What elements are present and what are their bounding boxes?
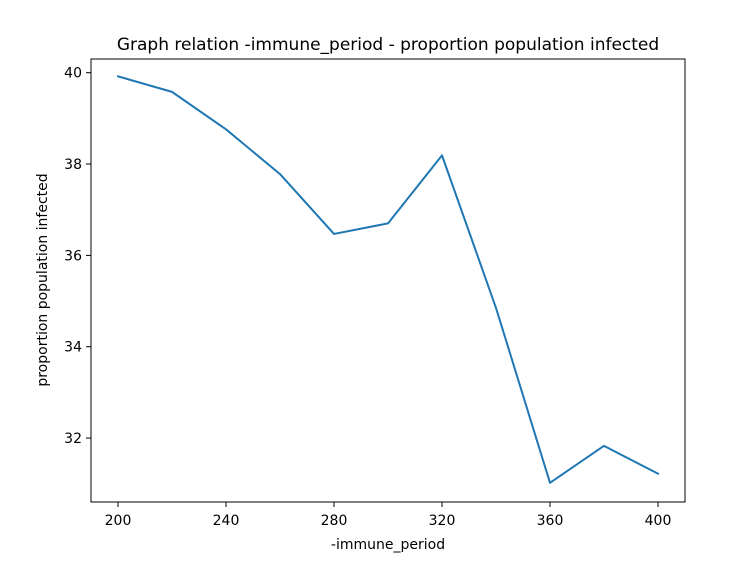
series-line-0	[116, 75, 660, 484]
x-tick-label: 320	[429, 513, 456, 529]
x-tick-label: 360	[537, 513, 564, 529]
x-tick-label: 280	[321, 513, 348, 529]
series-layer	[116, 75, 660, 484]
plot-frame	[90, 58, 686, 503]
y-tick-label: 32	[64, 431, 82, 447]
y-tick-label: 40	[64, 66, 82, 82]
x-tick-label: 240	[213, 513, 240, 529]
x-tick-label: 200	[105, 513, 132, 529]
y-tick-label: 34	[64, 340, 82, 356]
x-axis-label: -immune_period	[331, 537, 445, 553]
y-axis-label: proportion population infected	[35, 173, 51, 386]
y-tick-label: 38	[64, 157, 82, 173]
chart-title: Graph relation -immune_period - proporti…	[117, 35, 659, 55]
y-tick-label: 36	[64, 248, 82, 264]
x-axis: 200 240 280 320 360 400	[105, 502, 672, 529]
x-tick-label: 400	[645, 513, 672, 529]
y-axis: 32 34 36 38 40	[64, 66, 91, 447]
